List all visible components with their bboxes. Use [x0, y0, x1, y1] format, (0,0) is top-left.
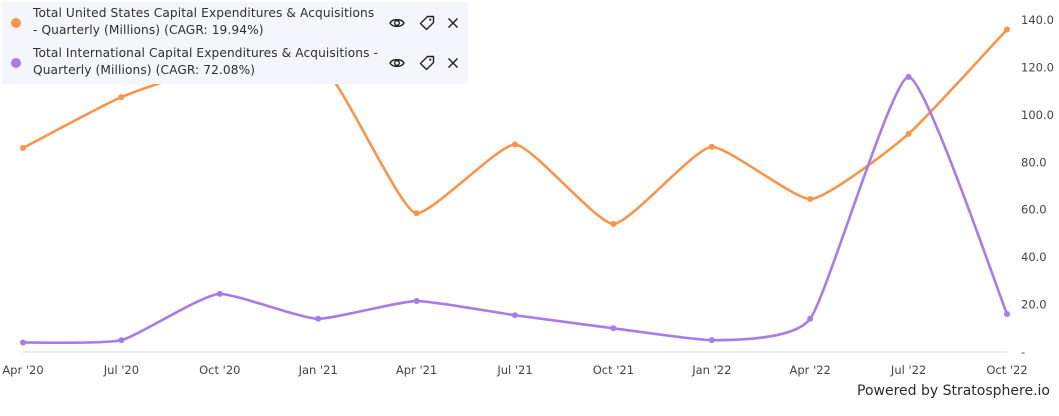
y-tick-label: 40.0 [1021, 250, 1047, 264]
data-point[interactable] [216, 290, 223, 297]
y-tick-label: 60.0 [1021, 203, 1047, 217]
x-tick-label: Apr '22 [790, 363, 831, 377]
x-tick-label: Apr '21 [396, 363, 437, 377]
close-icon[interactable] [445, 15, 461, 31]
y-axis: 140.0 120.0 100.0 80.0 60.0 40.0 20.0 - [1021, 13, 1054, 359]
y-tick-label: 20.0 [1021, 298, 1047, 312]
legend: Total United States Capital Expenditures… [2, 2, 468, 84]
y-tick-label: 120.0 [1021, 60, 1054, 74]
x-tick-label: Oct '22 [986, 363, 1027, 377]
data-point[interactable] [315, 315, 322, 322]
series-line [21, 75, 1009, 345]
data-point[interactable] [20, 145, 26, 152]
tag-icon[interactable] [419, 55, 435, 71]
x-tick-label: Oct '20 [199, 363, 240, 377]
series-international [20, 73, 1010, 346]
data-point[interactable] [1004, 26, 1010, 33]
data-point[interactable] [413, 210, 420, 217]
data-point[interactable] [610, 325, 617, 332]
x-axis: Apr '20 Jul '20 Oct '20 Jan '21 Apr '21 Jul '… [2, 363, 1027, 377]
data-point[interactable] [118, 337, 125, 344]
data-point[interactable] [905, 73, 912, 80]
data-point[interactable] [905, 130, 912, 137]
legend-marker-international [11, 58, 21, 68]
data-point[interactable] [807, 196, 814, 203]
data-point[interactable] [512, 312, 518, 319]
x-tick-label: Jan '21 [298, 363, 338, 377]
data-point[interactable] [20, 339, 26, 346]
x-tick-label: Oct '21 [593, 363, 634, 377]
eye-icon[interactable] [389, 55, 405, 71]
data-point[interactable] [512, 141, 518, 148]
data-point[interactable] [708, 337, 715, 344]
y-tick-label: 140.0 [1021, 13, 1054, 27]
legend-item-international[interactable]: Total International Capital Expenditures… [2, 43, 468, 83]
eye-icon[interactable] [389, 15, 405, 31]
legend-label-us: Total United States Capital Expenditures… [33, 6, 375, 37]
data-point[interactable] [118, 94, 125, 101]
close-icon[interactable] [445, 55, 461, 71]
legend-marker-us [11, 18, 21, 28]
data-point[interactable] [807, 315, 814, 322]
x-tick-label: Jul '21 [496, 363, 532, 377]
x-tick-label: Jul '22 [890, 363, 926, 377]
tag-icon[interactable] [419, 15, 435, 31]
data-point[interactable] [708, 143, 715, 150]
y-tick-label: 100.0 [1021, 108, 1054, 122]
data-point[interactable] [413, 298, 420, 305]
x-tick-label: Jan '22 [691, 363, 731, 377]
legend-label-international: Total International Capital Expenditures… [33, 46, 379, 77]
powered-by-label[interactable]: Powered by Stratosphere.io [857, 383, 1050, 399]
data-point[interactable] [1004, 311, 1010, 318]
data-point[interactable] [610, 220, 617, 227]
legend-item-us[interactable]: Total United States Capital Expenditures… [2, 3, 468, 43]
y-tick-label: 80.0 [1021, 155, 1047, 169]
x-tick-label: Jul '20 [103, 363, 139, 377]
y-tick-label: - [1021, 345, 1025, 359]
x-tick-label: Apr '20 [2, 363, 43, 377]
